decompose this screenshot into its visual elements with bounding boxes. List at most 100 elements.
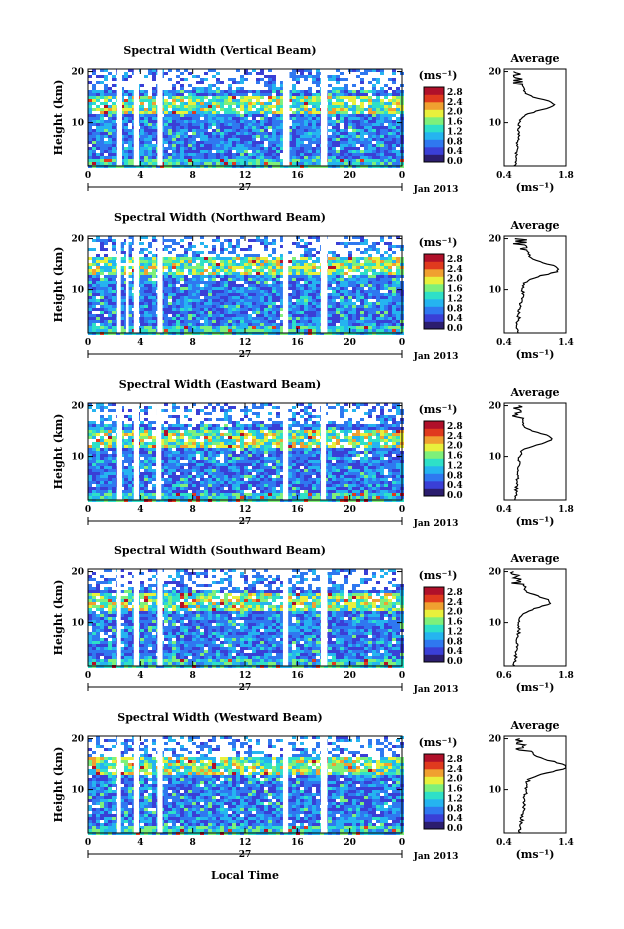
heatmap-cell (384, 275, 388, 278)
heatmap-cell (144, 248, 148, 251)
heatmap-cell (224, 114, 228, 117)
heatmap-cell (164, 102, 168, 105)
heatmap-cell (280, 254, 284, 257)
heatmap-cell (304, 269, 308, 272)
heatmap-cell (332, 424, 336, 427)
heatmap-cell (356, 299, 360, 302)
heatmap-cell (196, 323, 200, 326)
heatmap-cell (244, 105, 248, 108)
heatmap-cell (288, 72, 292, 75)
heatmap-cell (96, 308, 100, 311)
heatmap-cell (268, 430, 272, 433)
heatmap-cell (248, 275, 252, 278)
heatmap-cell (388, 326, 392, 329)
heatmap-cell (128, 144, 132, 147)
heatmap-cell (244, 257, 248, 260)
heatmap-cell (344, 266, 348, 269)
heatmap-cell (332, 302, 336, 305)
heatmap-cell (312, 284, 316, 287)
heatmap-cell (228, 90, 232, 93)
heatmap-cell (196, 320, 200, 323)
heatmap-cell (388, 248, 392, 251)
heatmap-cell (340, 242, 344, 245)
heatmap-cell (108, 263, 112, 266)
heatmap-cell (188, 260, 192, 263)
heatmap-cell (220, 409, 224, 412)
heatmap-cell (264, 260, 268, 263)
heatmap-cell (204, 269, 208, 272)
heatmap-cell (352, 96, 356, 99)
heatmap-cell (264, 159, 268, 162)
heatmap-cell (252, 90, 256, 93)
heatmap-cell (288, 99, 292, 102)
heatmap-cell (264, 93, 268, 96)
heatmap-cell (308, 427, 312, 430)
heatmap-cell (276, 117, 280, 120)
heatmap-cell (288, 278, 292, 281)
heatmap-cell (96, 153, 100, 156)
heatmap-cell (212, 102, 216, 105)
heatmap-cell (196, 141, 200, 144)
heatmap-cell (260, 239, 264, 242)
heatmap-cell (296, 284, 300, 287)
heatmap-cell (268, 144, 272, 147)
heatmap-cell (168, 126, 172, 129)
heatmap-cell (292, 293, 296, 296)
heatmap-cell (364, 138, 368, 141)
heatmap-cell (392, 424, 396, 427)
heatmap-cell (148, 424, 152, 427)
heatmap-cell (140, 311, 144, 314)
heatmap-cell (216, 156, 220, 159)
heatmap-cell (168, 430, 172, 433)
heatmap-cell (280, 326, 284, 329)
heatmap-cell (224, 120, 228, 123)
heatmap-cell (300, 266, 304, 269)
heatmap-cell (296, 272, 300, 275)
heatmap-cell (276, 308, 280, 311)
heatmap-cell (340, 129, 344, 132)
heatmap-cell (108, 123, 112, 126)
heatmap-cell (252, 239, 256, 242)
heatmap-cell (152, 117, 156, 120)
heatmap-cell (252, 302, 256, 305)
heatmap-cell (212, 135, 216, 138)
heatmap-cell (356, 248, 360, 251)
heatmap-cell (332, 138, 336, 141)
heatmap-cell (168, 138, 172, 141)
heatmap-cell (372, 284, 376, 287)
heatmap-cell (332, 87, 336, 90)
data-gap (320, 236, 328, 333)
heatmap-cell (312, 430, 316, 433)
heatmap-cell (372, 278, 376, 281)
average-x-tick-label: 0.4 (496, 338, 512, 348)
heatmap-cell (276, 111, 280, 114)
heatmap-cell (264, 308, 268, 311)
heatmap-cell (168, 245, 172, 248)
heatmap-cell (260, 162, 264, 165)
heatmap-cell (140, 272, 144, 275)
heatmap-cell (272, 278, 276, 281)
heatmap-cell (336, 275, 340, 278)
heatmap-cell (228, 132, 232, 135)
x-tick-label: 0 (85, 338, 91, 348)
heatmap-cell (292, 105, 296, 108)
colorbar-segment (424, 291, 444, 300)
heatmap-cell (140, 284, 144, 287)
heatmap-cell (372, 132, 376, 135)
heatmap-cell (144, 418, 148, 421)
heatmap-cell (216, 87, 220, 90)
heatmap-cell (392, 69, 396, 72)
heatmap-cell (96, 260, 100, 263)
heatmap-cell (384, 111, 388, 114)
heatmap-cell (304, 260, 308, 263)
heatmap-cell (212, 317, 216, 320)
heatmap-cell (148, 162, 152, 165)
heatmap-cell (396, 266, 400, 269)
heatmap-cell (176, 329, 180, 332)
heatmap-cell (184, 308, 188, 311)
heatmap-cell (360, 239, 364, 242)
colorbar-tick-label: 0.0 (447, 157, 463, 167)
heatmap-cell (220, 299, 224, 302)
heatmap-cell (88, 138, 92, 141)
heatmap-cell (236, 314, 240, 317)
